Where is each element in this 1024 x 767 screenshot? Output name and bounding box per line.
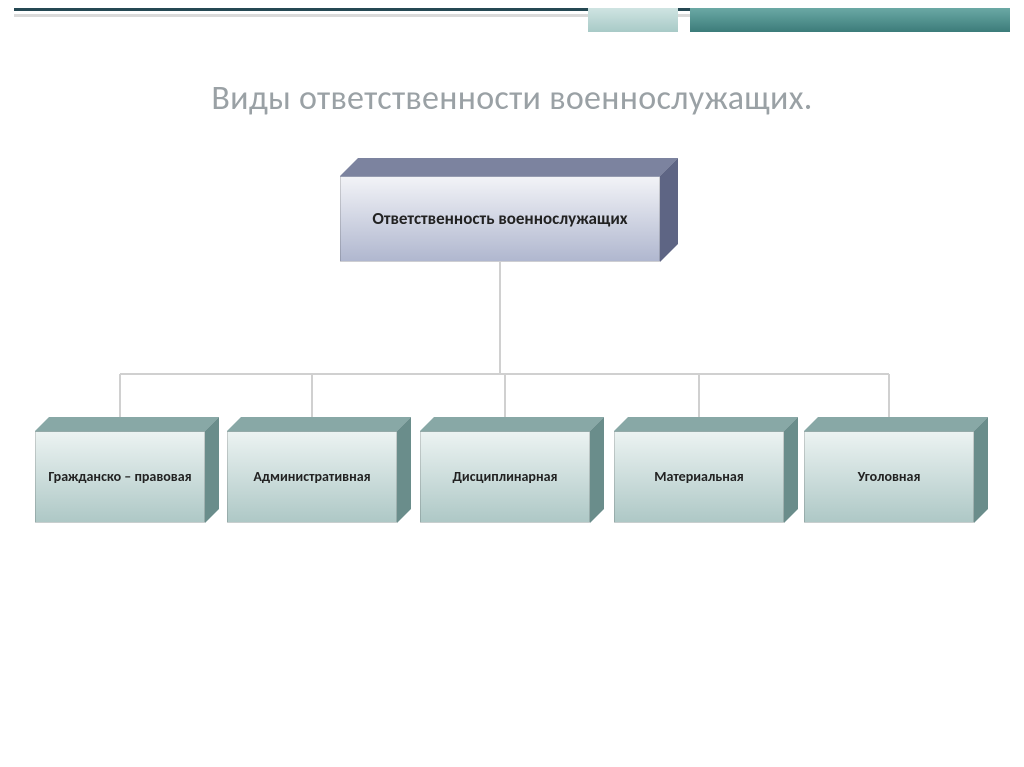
child-label: Материальная: [614, 431, 784, 523]
parent-top-face: [340, 158, 678, 176]
child-right-face: [590, 417, 604, 523]
child-right-face: [974, 417, 988, 523]
child-label: Гражданско – правовая: [35, 431, 205, 523]
header-accent: [0, 0, 1024, 24]
child-right-face: [205, 417, 219, 523]
child-node: Дисциплинарная: [420, 417, 604, 527]
child-label: Административная: [227, 431, 397, 523]
parent-right-face: [660, 158, 678, 262]
org-diagram: Ответственность военнослужащих Гражданск…: [0, 150, 1024, 570]
child-top-face: [227, 417, 411, 431]
child-right-face: [397, 417, 411, 523]
page-title: Виды ответственности военнослужащих.: [0, 78, 1024, 119]
accent-bar-teal: [690, 8, 1010, 32]
child-top-face: [614, 417, 798, 431]
child-node: Материальная: [614, 417, 798, 527]
child-node: Административная: [227, 417, 411, 527]
child-node: Гражданско – правовая: [35, 417, 219, 527]
accent-bar-light: [588, 8, 678, 32]
child-top-face: [35, 417, 219, 431]
child-top-face: [804, 417, 988, 431]
child-node: Уголовная: [804, 417, 988, 527]
parent-label: Ответственность военнослужащих: [340, 176, 660, 262]
child-label: Дисциплинарная: [420, 431, 590, 523]
child-label: Уголовная: [804, 431, 974, 523]
child-top-face: [420, 417, 604, 431]
child-right-face: [784, 417, 798, 523]
parent-node: Ответственность военнослужащих: [340, 158, 680, 268]
